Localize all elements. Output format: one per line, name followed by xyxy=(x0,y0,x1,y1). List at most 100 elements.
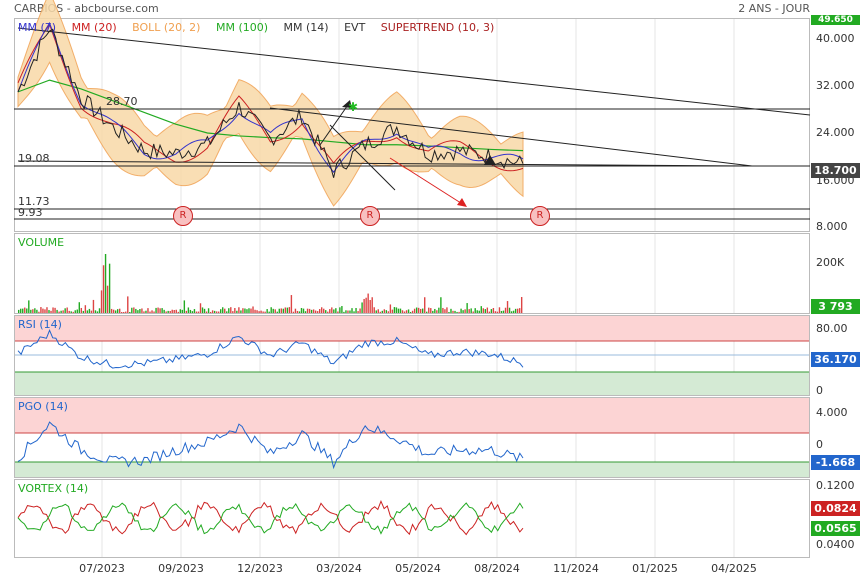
volume-bar xyxy=(56,309,58,313)
volume-bar xyxy=(490,309,493,313)
volume-bar xyxy=(242,308,244,313)
volume-bar xyxy=(179,309,181,313)
trend-line xyxy=(269,107,753,167)
vortex-plus-line xyxy=(17,502,524,535)
volume-bar xyxy=(419,308,422,313)
volume-bar xyxy=(167,310,169,313)
volume-bar xyxy=(149,311,151,313)
volume-bar xyxy=(310,309,313,313)
volume-bar xyxy=(395,307,398,313)
legend-mm20[interactable]: MM (20) xyxy=(71,21,117,34)
volume-bar xyxy=(244,308,246,313)
chart-period[interactable]: 2 ANS - JOUR xyxy=(738,2,810,15)
volume-bar xyxy=(288,307,291,313)
volume-bar xyxy=(215,311,218,313)
volume-bar xyxy=(236,310,238,313)
volume-bar xyxy=(201,307,204,313)
volume-bar xyxy=(506,301,509,313)
volume-bar xyxy=(514,308,517,313)
volume-bar xyxy=(240,310,242,313)
volume-bar xyxy=(502,310,505,313)
volume-bar xyxy=(121,311,123,313)
volume-bar xyxy=(58,311,60,313)
volume-tick: 200K xyxy=(816,256,845,269)
volume-bar xyxy=(228,308,230,313)
legend-mm7[interactable]: MM (7) xyxy=(18,21,57,34)
volume-bar xyxy=(353,311,355,313)
volume-bar xyxy=(78,302,80,313)
pgo-tick: 0 xyxy=(816,438,823,451)
volume-bar xyxy=(323,308,325,313)
volume-bar xyxy=(363,298,365,313)
volume-bar xyxy=(359,308,361,313)
volume-bar xyxy=(355,308,357,313)
volume-bar xyxy=(34,308,36,313)
volume-bar xyxy=(254,309,256,313)
legend-boll[interactable]: BOLL (20, 2) xyxy=(132,21,201,34)
volume-bar xyxy=(260,310,262,313)
volume-bar xyxy=(48,310,50,313)
vortex-minus-tag: 0.0824 xyxy=(811,501,860,516)
volume-bar xyxy=(94,310,97,313)
volume-bar xyxy=(52,307,54,313)
volume-bar xyxy=(133,307,135,313)
volume-bar xyxy=(197,311,200,313)
volume-bar xyxy=(72,311,74,313)
volume-bar xyxy=(222,307,224,313)
legend-supertrend[interactable]: SUPERTREND (10, 3) xyxy=(380,21,495,34)
volume-bar xyxy=(60,310,62,313)
volume-bar xyxy=(411,310,414,313)
volume-bar xyxy=(316,311,319,313)
volume-bar xyxy=(329,309,331,313)
volume-bar xyxy=(125,311,127,313)
volume-bar xyxy=(268,311,270,313)
legend-evt[interactable]: EVT xyxy=(344,21,366,34)
volume-bar xyxy=(385,310,388,313)
volume-panel xyxy=(14,233,810,314)
volume-bar xyxy=(454,310,456,313)
volume-bar xyxy=(282,308,285,313)
volume-bar xyxy=(314,310,317,313)
rsi-last-tag: 36.170 xyxy=(811,352,860,367)
rsi-title: RSI (14) xyxy=(18,318,62,331)
volume-bar xyxy=(104,254,107,313)
volume-bar xyxy=(424,297,426,313)
volume-bar xyxy=(66,307,68,313)
volume-bar xyxy=(456,311,458,313)
legend-mm14[interactable]: MM (14) xyxy=(283,21,329,34)
volume-bar xyxy=(504,307,507,313)
volume-bar xyxy=(207,308,210,313)
volume-bar xyxy=(18,309,20,313)
volume-bar xyxy=(234,308,236,313)
trend-line xyxy=(329,124,396,191)
volume-bar xyxy=(20,308,22,313)
event-marker-r[interactable]: R xyxy=(360,206,380,226)
volume-bar xyxy=(217,311,220,313)
volume-bar xyxy=(191,311,194,313)
volume-bar xyxy=(296,310,299,313)
volume-bar xyxy=(238,307,240,313)
event-marker-r[interactable]: R xyxy=(173,206,193,226)
level-label-11-73: 11.73 xyxy=(18,195,50,208)
event-marker-r[interactable]: R xyxy=(530,206,550,226)
volume-bar xyxy=(24,307,26,313)
legend-mm100[interactable]: MM (100) xyxy=(215,21,269,34)
volume-bar xyxy=(474,308,476,313)
volume-bar xyxy=(262,311,264,313)
volume-bar xyxy=(399,308,402,313)
volume-bar xyxy=(417,307,420,313)
x-tick-label: 04/2025 xyxy=(711,562,757,575)
volume-bar xyxy=(436,310,438,313)
volume-bar xyxy=(256,310,258,313)
volume-bar xyxy=(161,308,163,313)
volume-bar xyxy=(203,308,206,313)
trend-line xyxy=(17,27,811,116)
volume-bar xyxy=(119,308,121,313)
volume-bar xyxy=(110,308,113,313)
level-label-19-08: 19.08 xyxy=(18,152,50,165)
volume-bar xyxy=(36,309,38,313)
volume-bar xyxy=(472,311,474,313)
volume-bar xyxy=(450,308,452,313)
volume-bar xyxy=(86,310,89,313)
projection-arrow xyxy=(389,157,465,206)
